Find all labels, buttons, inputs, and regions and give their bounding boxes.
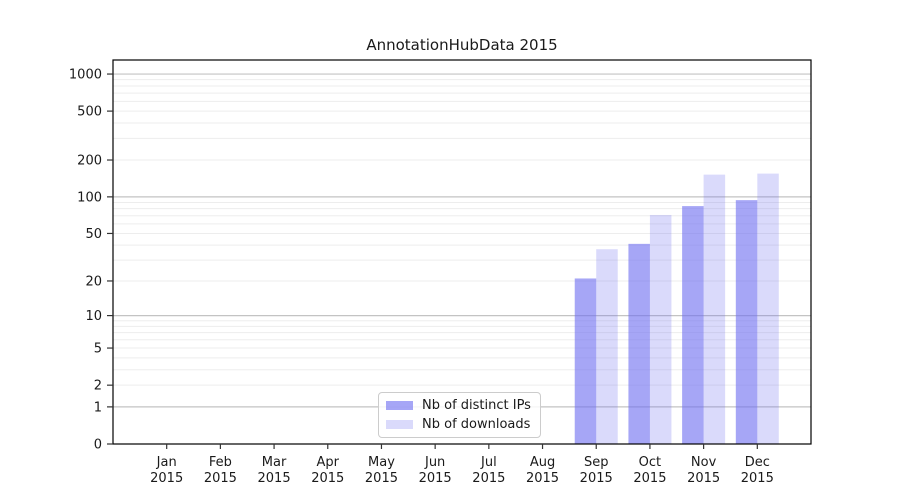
bar-sep-downloads (596, 249, 618, 444)
bar-oct-downloads (649, 214, 672, 444)
x-tick-label-month-nov: Nov (691, 455, 717, 470)
y-tick-label-200: 200 (77, 154, 102, 169)
y-tick-label-500: 500 (77, 105, 102, 120)
y-tick-label-10: 10 (85, 309, 102, 324)
bar-sep-distinct-ips (574, 278, 597, 444)
legend-item-distinct-ips: Nb of distinct IPs (386, 397, 531, 414)
y-tick-label-1: 1 (94, 400, 102, 415)
x-tick-label-month-dec: Dec (745, 455, 770, 470)
x-tick-label-year-jul: 2015 (472, 471, 505, 486)
x-tick-label-year-may: 2015 (365, 471, 398, 486)
x-tick-label-month-jan: Jan (156, 455, 177, 470)
plot-spines (112, 59, 812, 445)
y-tick-label-20: 20 (85, 274, 102, 289)
x-tick-label-month-oct: Oct (639, 455, 661, 470)
x-tick-label-month-sep: Sep (584, 455, 609, 470)
x-tick-label-month-mar: Mar (262, 455, 287, 470)
bars (574, 173, 779, 444)
legend: Nb of distinct IPs Nb of downloads (378, 392, 541, 438)
y-tick-label-2: 2 (94, 379, 102, 394)
bar-nov-downloads (703, 174, 726, 444)
x-tick-label-year-apr: 2015 (311, 471, 344, 486)
y-axis: 0 1 2 5 10 20 50 100 200 500 1000 (69, 68, 113, 453)
y-tick-label-50: 50 (85, 227, 102, 242)
legend-swatch-distinct-ips (386, 401, 413, 410)
x-tick-label-year-jun: 2015 (419, 471, 452, 486)
x-tick-label-month-feb: Feb (209, 455, 232, 470)
legend-item-downloads: Nb of downloads (386, 416, 531, 433)
y-tick-label-1000: 1000 (69, 68, 102, 83)
x-tick-label-month-aug: Aug (530, 455, 555, 470)
x-tick-label-year-aug: 2015 (526, 471, 559, 486)
legend-label-downloads: Nb of downloads (422, 417, 531, 432)
bar-dec-distinct-ips (735, 200, 758, 444)
chart-title: AnnotationHubData 2015 (366, 36, 558, 54)
bar-nov-distinct-ips (682, 206, 704, 444)
y-tick-label-100: 100 (77, 190, 102, 205)
x-tick-label-year-jan: 2015 (150, 471, 183, 486)
x-tick-label-year-nov: 2015 (687, 471, 720, 486)
x-axis: Jan2015Feb2015Mar2015Apr2015May2015Jun20… (150, 444, 774, 486)
legend-swatch-downloads (386, 420, 413, 429)
x-tick-label-year-sep: 2015 (580, 471, 613, 486)
x-tick-label-month-jun: Jun (424, 455, 445, 470)
x-tick-label-month-may: May (368, 455, 395, 470)
bar-oct-distinct-ips (628, 243, 650, 444)
x-tick-label-year-oct: 2015 (633, 471, 666, 486)
legend-label-distinct-ips: Nb of distinct IPs (422, 398, 531, 413)
y-tick-label-0: 0 (94, 438, 102, 453)
bar-dec-downloads (757, 173, 779, 444)
x-tick-label-year-feb: 2015 (204, 471, 237, 486)
x-tick-label-year-mar: 2015 (258, 471, 291, 486)
x-tick-label-year-dec: 2015 (741, 471, 774, 486)
x-tick-label-month-apr: Apr (317, 455, 340, 470)
x-tick-label-month-jul: Jul (480, 455, 497, 470)
y-tick-label-5: 5 (94, 342, 102, 357)
